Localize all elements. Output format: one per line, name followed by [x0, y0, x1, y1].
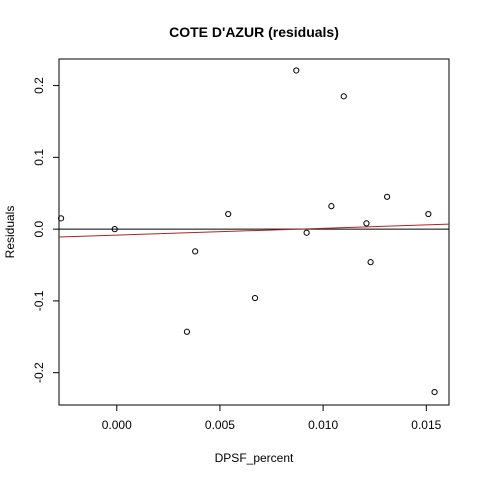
- x-tick-label: 0.010: [308, 418, 338, 432]
- x-axis-label: DPSF_percent: [215, 451, 294, 465]
- data-point: [251, 294, 259, 302]
- data-point: [425, 210, 432, 218]
- x-axis: 0.000 0.005 0.010 0.015: [102, 405, 442, 432]
- chart-title: COTE D'AZUR (residuals): [169, 24, 339, 40]
- data-point: [328, 203, 335, 210]
- y-tick-label: 0.1: [32, 149, 46, 166]
- data-point: [367, 259, 374, 266]
- data-point: [293, 67, 300, 74]
- x-tick-label: 0.000: [102, 418, 132, 432]
- data-point: [363, 220, 370, 227]
- data-point: [383, 193, 391, 200]
- data-point: [340, 93, 347, 100]
- reference-lines: [58, 223, 450, 238]
- data-point: [57, 215, 65, 222]
- data-point: [111, 226, 118, 233]
- data-point: [225, 210, 232, 218]
- data-point: [431, 388, 438, 396]
- data-point: [183, 328, 191, 335]
- fit-line: [58, 223, 450, 238]
- y-axis: -0.2 -0.1 0.0 0.1 0.2: [32, 77, 59, 383]
- y-axis-label: Residuals: [3, 206, 17, 259]
- y-tick-label: 0.0: [32, 220, 46, 237]
- y-tick-label: -0.1: [32, 290, 46, 311]
- x-tick-label: 0.005: [205, 418, 235, 432]
- x-tick-label: 0.015: [411, 418, 441, 432]
- y-tick-label: -0.2: [32, 362, 46, 383]
- y-tick-label: 0.2: [32, 77, 46, 94]
- data-point: [303, 229, 310, 236]
- data-point: [192, 248, 199, 255]
- data-points: [57, 67, 438, 396]
- plot-frame: [58, 58, 450, 406]
